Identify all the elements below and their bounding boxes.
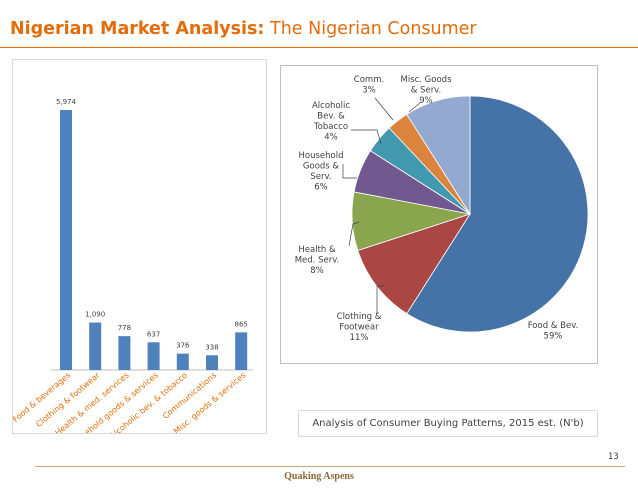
bar-value-label: 5,974 — [56, 98, 77, 106]
bar-6 — [235, 332, 248, 370]
pie-leader-line — [351, 129, 382, 145]
pie-label-1: Clothing & Footwear 11% — [337, 312, 382, 343]
pie-chart: Food & Bev. 59% Clothing & Footwear 11% Healt… — [295, 75, 589, 343]
pie-label-3: Household Goods & Serv. 6% — [299, 151, 344, 193]
pie-label-6: Misc. Goods & Serv. 9% — [400, 75, 452, 106]
pie-label-4: Alcoholic Bev. & Tobacco 4% — [312, 101, 350, 143]
pie-slice-6 — [406, 95, 471, 216]
footer-divider — [35, 466, 625, 467]
pie-label-0: Food & Bev. 59% — [528, 321, 579, 342]
bar-2 — [118, 336, 131, 370]
bar-4 — [176, 353, 189, 370]
bar-chart-panel: 5,974 Food & beverages 1,090 Clothing & foo… — [12, 59, 267, 434]
chart-caption: Analysis of Consumer Buying Patterns, 20… — [298, 410, 598, 437]
bar-value-label: 1,090 — [85, 311, 105, 319]
page-title: Nigerian Market Analysis: The Nigerian C… — [10, 19, 477, 39]
pie-label-5: Comm. 3% — [354, 75, 384, 96]
pie-leader-line — [374, 97, 394, 121]
bar-0 — [60, 110, 72, 370]
title-light: The Nigerian Consumer — [270, 19, 477, 39]
pie-leader-line — [348, 221, 360, 247]
page-number: 13 — [608, 452, 619, 462]
pie-chart-panel: Food & Bev. 59% Clothing & Footwear 11% Healt… — [280, 65, 598, 364]
pie-leader-line — [342, 164, 357, 179]
bar-3 — [147, 342, 160, 370]
bar-5 — [206, 355, 218, 370]
bar-1 — [89, 322, 102, 370]
bar-value-label: 376 — [176, 342, 190, 350]
title-bold: Nigerian Market Analysis: — [10, 19, 265, 39]
pie-slice-0 — [406, 95, 589, 333]
bar-value-label: 778 — [118, 324, 131, 332]
pie-leader-line — [408, 101, 422, 113]
title-divider — [0, 47, 638, 48]
bar-value-label: 865 — [235, 320, 248, 328]
pie-leader-line — [376, 285, 385, 314]
pie-label-2: Health & Med. Serv. 8% — [295, 245, 340, 276]
bar-value-label: 637 — [147, 330, 160, 338]
footer-brand: Quaking Aspens — [284, 471, 354, 482]
bar-value-label: 338 — [205, 343, 218, 351]
